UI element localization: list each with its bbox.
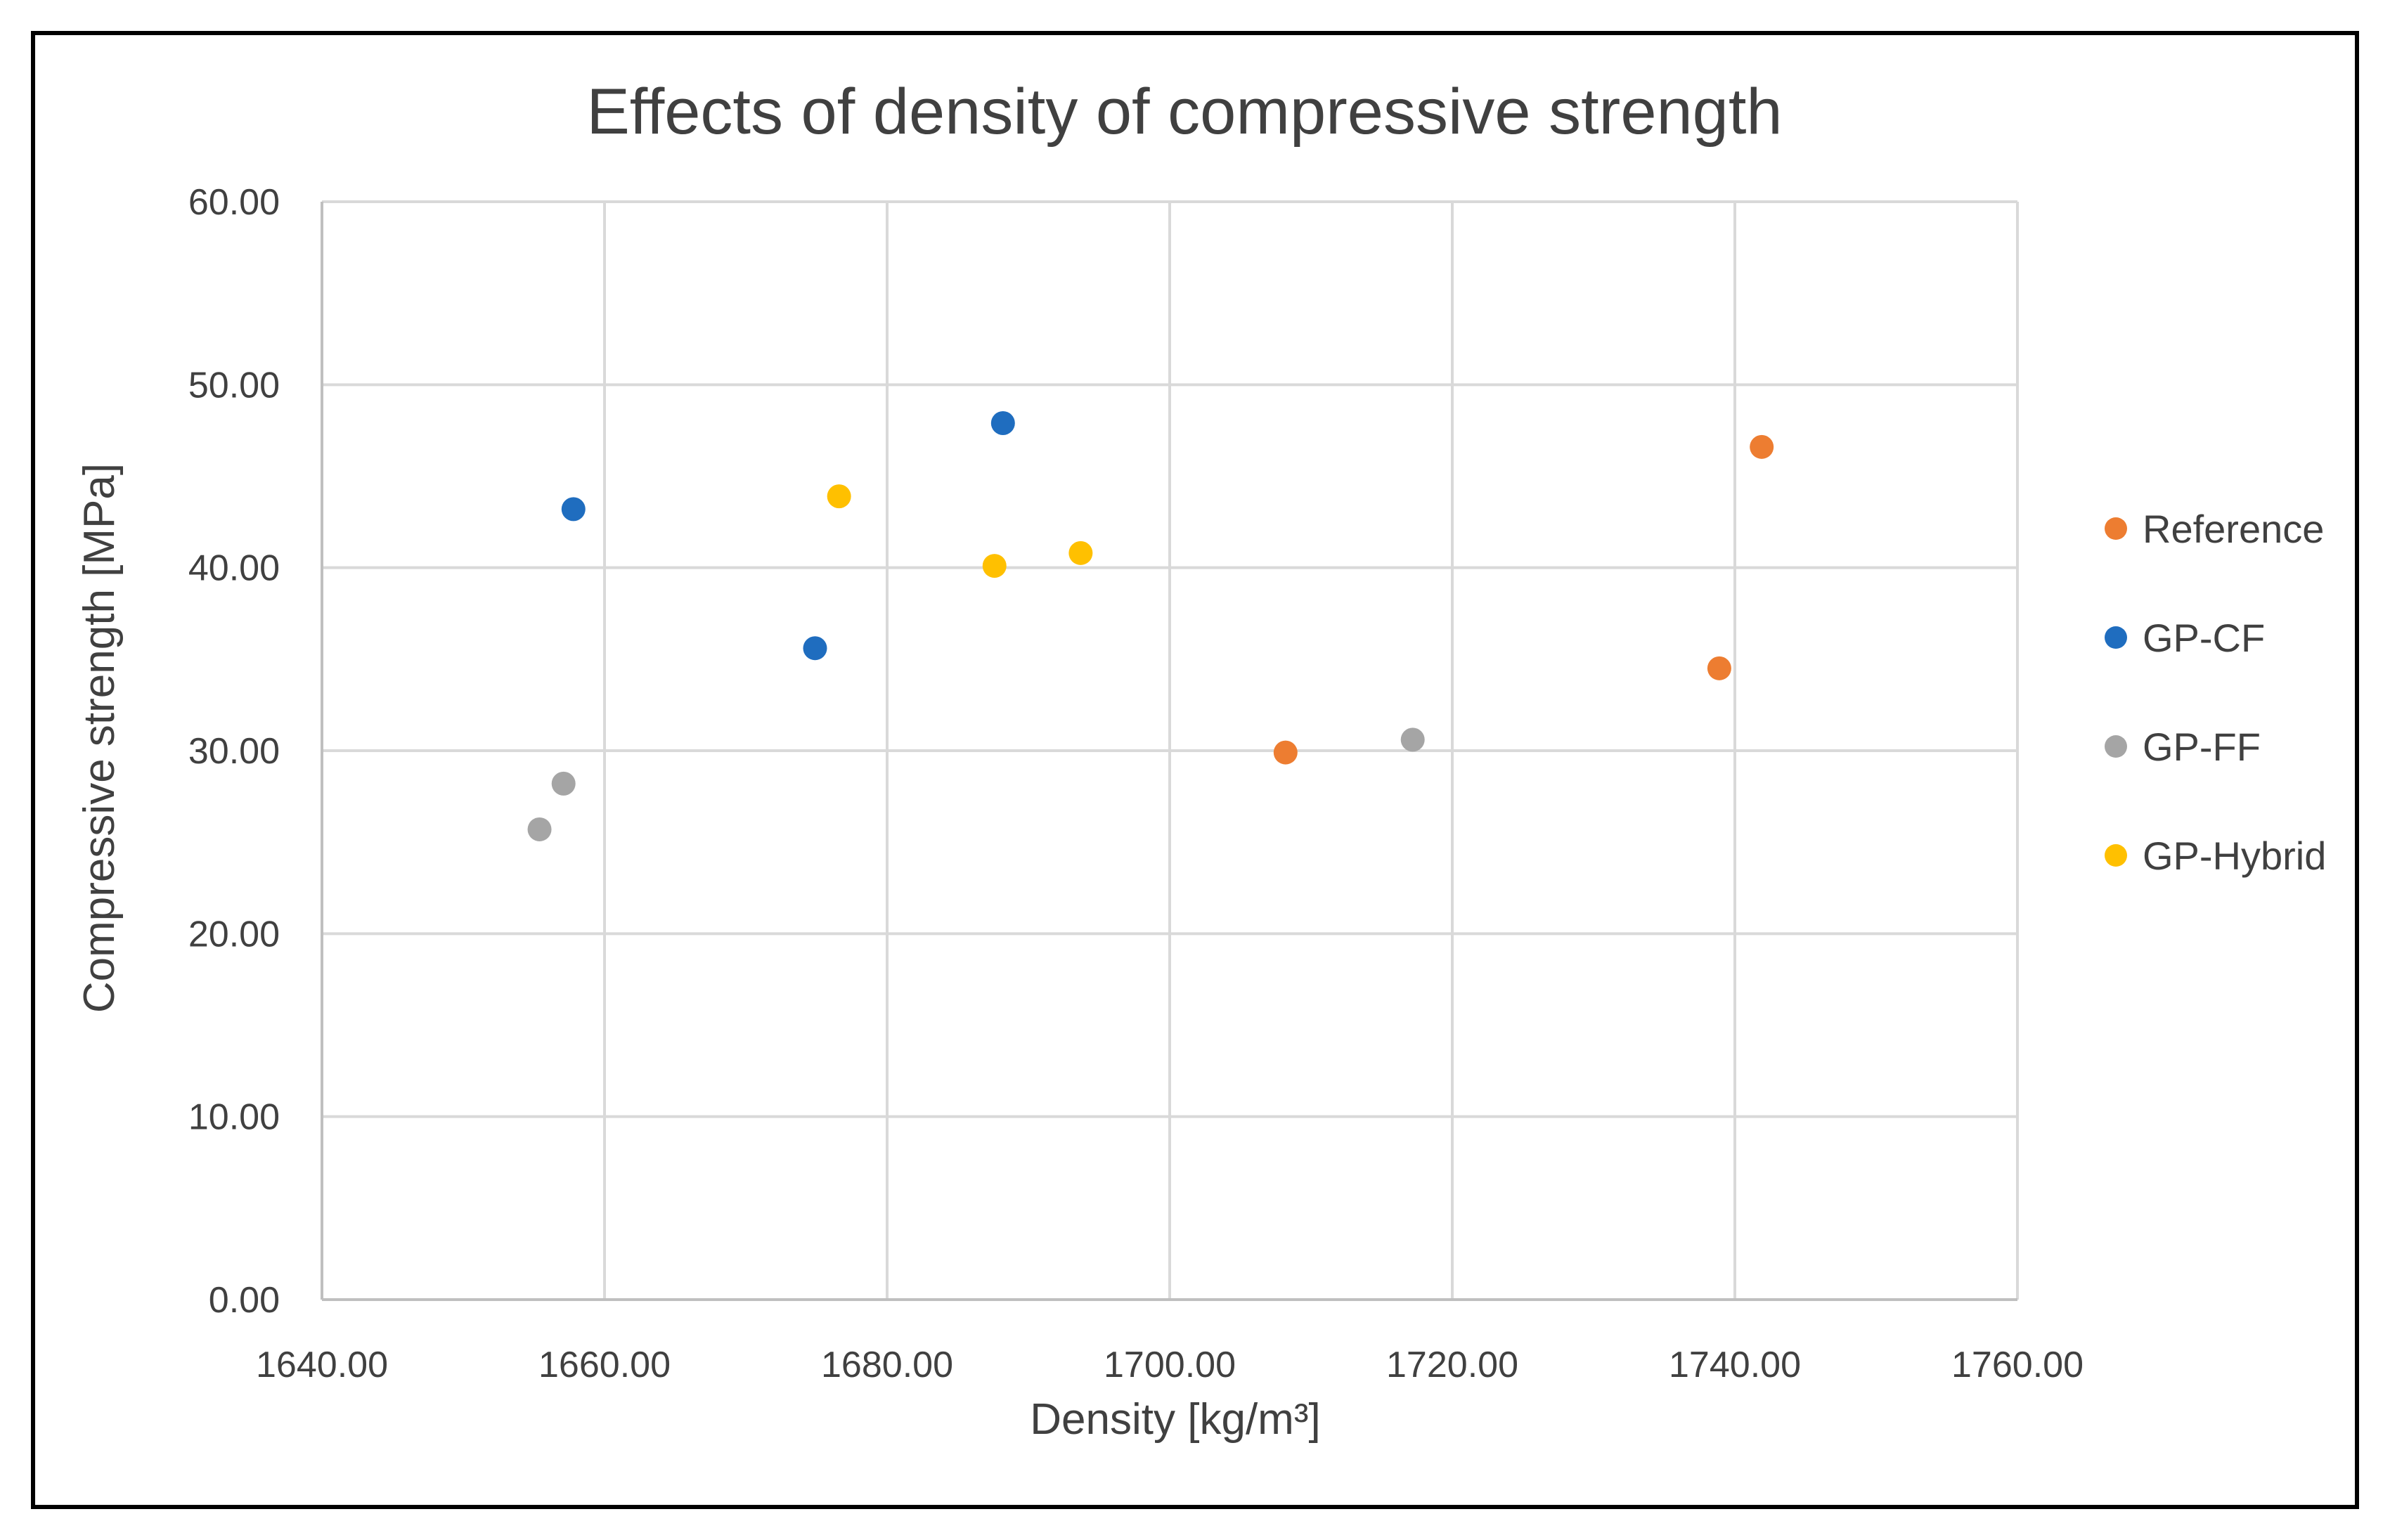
y-tick-label: 0.00 <box>209 1280 280 1321</box>
chart-title: Effects of density of compressive streng… <box>586 76 1782 148</box>
legend-label-gp-cf: GP-CF <box>2143 616 2265 660</box>
point-reference <box>1273 740 1298 765</box>
y-axis-title: Compressive strength [MPa] <box>75 463 124 1013</box>
point-gp-ff <box>527 817 552 841</box>
point-gp-ff <box>551 771 576 796</box>
legend-item-gp-ff: GP-FF <box>2105 725 2261 769</box>
point-gp-hybrid <box>1068 541 1093 565</box>
y-tick-label: 20.00 <box>188 914 280 955</box>
x-tick-label: 1640.00 <box>256 1345 388 1385</box>
y-tick-label: 30.00 <box>188 731 280 772</box>
x-tick-label: 1720.00 <box>1386 1345 1518 1385</box>
axes <box>321 202 2017 1301</box>
point-gp-cf <box>990 411 1015 436</box>
legend-item-gp-cf: GP-CF <box>2105 616 2265 660</box>
legend-marker-gp-hybrid <box>2105 844 2127 867</box>
legend-marker-reference <box>2105 517 2127 540</box>
chart-frame: Effects of density of compressive streng… <box>31 31 2359 1509</box>
y-tick-label: 40.00 <box>188 548 280 589</box>
legend-label-gp-hybrid: GP-Hybrid <box>2143 834 2326 878</box>
legend-label-gp-ff: GP-FF <box>2143 725 2261 769</box>
point-reference <box>1750 434 1774 459</box>
gridlines <box>322 200 2019 1300</box>
point-gp-cf <box>561 497 586 522</box>
x-tick-label: 1700.00 <box>1104 1345 1236 1385</box>
point-reference <box>1707 656 1731 680</box>
y-tick-label: 10.00 <box>188 1097 280 1138</box>
data-points <box>527 411 1774 841</box>
legend-marker-gp-cf <box>2105 626 2127 649</box>
x-tick-label: 1740.00 <box>1669 1345 1801 1385</box>
x-tick-label: 1660.00 <box>538 1345 671 1385</box>
point-gp-hybrid <box>827 484 851 509</box>
y-tick-label: 50.00 <box>188 365 280 406</box>
legend-item-reference: Reference <box>2105 507 2324 551</box>
point-gp-ff <box>1400 727 1425 752</box>
point-gp-hybrid <box>982 554 1007 578</box>
x-tick-label: 1680.00 <box>821 1345 953 1385</box>
tick-labels: 0.00 10.00 20.00 30.00 40.00 50.00 60.00 1640.0… <box>188 182 2084 1385</box>
legend-label-reference: Reference <box>2143 507 2324 551</box>
legend-marker-gp-ff <box>2105 735 2127 758</box>
point-gp-cf <box>803 636 827 661</box>
legend: Reference GP-CF GP-FF GP-Hybrid <box>2105 507 2326 878</box>
x-tick-label: 1760.00 <box>1951 1345 2084 1385</box>
y-tick-label: 60.00 <box>188 182 280 223</box>
legend-item-gp-hybrid: GP-Hybrid <box>2105 834 2326 878</box>
scatter-chart: Effects of density of compressive streng… <box>75 76 2326 1444</box>
x-axis-title: Density [kg/m³] <box>1030 1395 1320 1444</box>
